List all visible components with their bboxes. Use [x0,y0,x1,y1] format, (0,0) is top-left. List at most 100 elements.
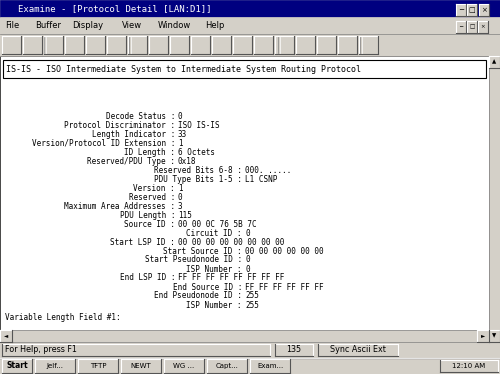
Text: Variable Length Field #1:: Variable Length Field #1: [5,313,120,322]
Bar [0,56,500,342]
Text: 0: 0 [178,111,182,120]
Text: 000. .....: 000. ..... [245,166,291,175]
Text: IS-IS - ISO Intermediate System to Intermediate System Routing Protocol: IS-IS - ISO Intermediate System to Inter… [6,64,361,74]
Bar [359,36,378,54]
Text: 115: 115 [178,211,192,220]
Bar [456,4,466,16]
Text: Reserved Bits 6-8 :: Reserved Bits 6-8 : [154,166,242,175]
Text: FF FF FF FF FF FF FF FF: FF FF FF FF FF FF FF FF [178,273,284,282]
Text: Buffer: Buffer [35,21,61,30]
Bar [0,17,500,34]
Text: 00 00 0C 76 5B 7C: 00 00 0C 76 5B 7C [178,220,256,229]
Text: 33: 33 [178,129,187,138]
Bar [121,359,161,373]
Bar [318,344,398,356]
Text: 0: 0 [245,264,250,273]
Bar [86,36,105,54]
Text: □: □ [470,25,474,30]
Text: Start: Start [6,362,28,371]
Bar [128,36,147,54]
Bar [23,36,42,54]
Bar [3,60,486,78]
Bar [254,36,273,54]
Text: TFTP: TFTP [90,363,106,369]
Text: Source ID :: Source ID : [124,220,175,229]
Bar [2,344,270,356]
Bar [275,36,294,54]
Text: Capt...: Capt... [216,363,238,369]
Bar [489,56,500,342]
Bar [338,36,357,54]
Text: ▼: ▼ [492,334,496,338]
Text: 3: 3 [178,202,182,211]
Text: Exam...: Exam... [257,363,283,369]
Bar [78,359,118,373]
Text: WG ...: WG ... [174,363,195,369]
Text: File: File [5,21,19,30]
Text: PDU Length :: PDU Length : [120,211,175,220]
Text: FF FF FF FF FF FF: FF FF FF FF FF FF [245,282,324,291]
Bar [0,34,500,56]
Bar [478,21,488,33]
Text: ◄: ◄ [4,334,8,338]
Bar [207,359,247,373]
Text: 0x18: 0x18 [178,156,197,166]
Text: ─: ─ [460,25,462,30]
Text: For Help, press F1: For Help, press F1 [5,346,77,355]
Text: Sync Ascii Ext: Sync Ascii Ext [330,346,386,355]
Bar [65,36,84,54]
Text: 135: 135 [286,346,302,355]
Text: ISP Number :: ISP Number : [186,264,242,273]
Text: Reserved :: Reserved : [129,193,175,202]
Text: PDU Type Bits 1-5 :: PDU Type Bits 1-5 : [154,175,242,184]
Bar [250,359,290,373]
Text: Decode Status :: Decode Status : [106,111,175,120]
Text: ID Length :: ID Length : [124,147,175,156]
Text: ISP Number :: ISP Number : [186,300,242,310]
Text: L1 CSNP: L1 CSNP [245,175,278,184]
Text: NEWT: NEWT [130,363,152,369]
Text: Circuit ID :: Circuit ID : [186,229,242,237]
Text: 255: 255 [245,300,259,310]
Bar [456,21,466,33]
Text: Start Pseudonode ID :: Start Pseudonode ID : [145,255,242,264]
Text: End Source ID :: End Source ID : [172,282,242,291]
Text: 0: 0 [178,193,182,202]
Text: 255: 255 [245,291,259,300]
Bar [275,344,313,356]
Text: ×: × [481,7,487,13]
Bar [0,56,489,342]
Text: Protocol Discriminator :: Protocol Discriminator : [64,120,175,129]
Bar [164,359,204,373]
Bar [489,56,500,68]
Text: 6 Octets: 6 Octets [178,147,215,156]
Text: □: □ [468,7,475,13]
Bar [0,330,489,342]
Text: Start Source ID :: Start Source ID : [164,246,242,255]
Bar [317,36,336,54]
Text: Jelf...: Jelf... [46,363,64,369]
Bar [467,4,477,16]
Text: Length Indicator :: Length Indicator : [92,129,175,138]
Bar [477,330,489,342]
Bar [170,36,189,54]
Bar [0,0,500,17]
Bar [479,4,489,16]
Text: 00 00 00 00 00 00 00 00: 00 00 00 00 00 00 00 00 [178,237,284,246]
Bar [107,36,126,54]
Bar [0,358,500,374]
Bar [149,36,168,54]
Text: Maximum Area Addresses :: Maximum Area Addresses : [64,202,175,211]
Bar [35,359,75,373]
Text: Version/Protocol ID Extension :: Version/Protocol ID Extension : [32,138,175,147]
Bar [0,330,12,342]
Text: End LSP ID :: End LSP ID : [120,273,175,282]
Bar [212,36,231,54]
Text: ─: ─ [459,7,463,13]
Bar [489,330,500,342]
Bar [0,342,500,358]
Bar [2,359,32,373]
Text: View: View [122,21,142,30]
Bar [44,36,63,54]
Text: Version :: Version : [134,184,175,193]
